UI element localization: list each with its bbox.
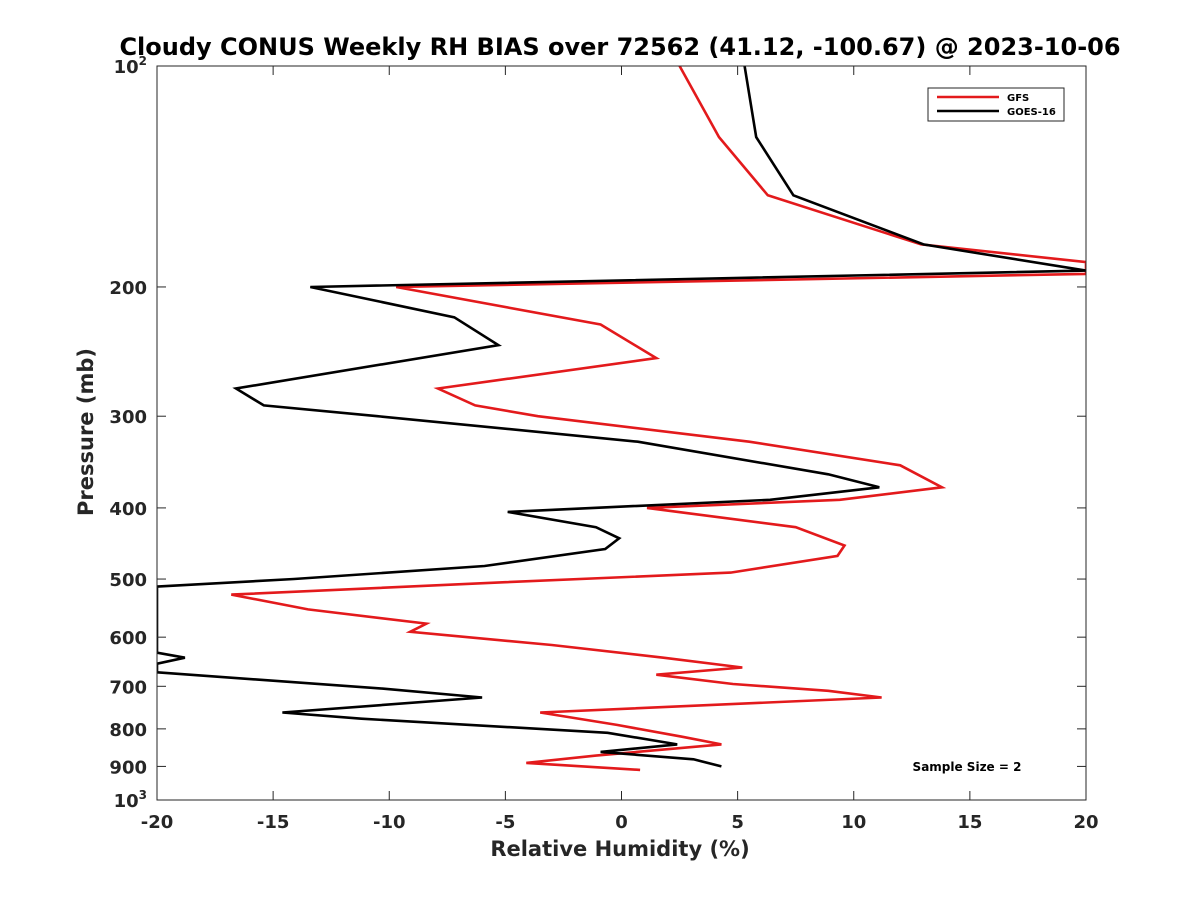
series-layer bbox=[157, 66, 1086, 772]
legend-label-gfs: GFS bbox=[1007, 93, 1029, 104]
x-tick-label: -5 bbox=[495, 812, 515, 833]
y-tick-label: 103 bbox=[114, 788, 147, 812]
series-line-goes-16 bbox=[157, 66, 1086, 768]
y-tick-label: 300 bbox=[109, 407, 147, 428]
x-tick-label: -20 bbox=[141, 812, 174, 833]
x-axis: -20 -15 -10 -5 0 5 10 15 20 bbox=[141, 66, 1099, 833]
x-tick-label: -10 bbox=[373, 812, 406, 833]
x-axis-label: Relative Humidity (%) bbox=[490, 837, 749, 861]
y-axis-label: Pressure (mb) bbox=[74, 348, 98, 516]
y-tick-label: 800 bbox=[109, 720, 147, 741]
x-tick-label: 5 bbox=[731, 812, 744, 833]
series-line-gfs bbox=[231, 66, 1086, 772]
legend-label-goes-16: GOES-16 bbox=[1007, 107, 1056, 118]
y-tick-label: 500 bbox=[109, 570, 147, 591]
y-tick-label: 400 bbox=[109, 499, 147, 520]
sample-size-annotation: Sample Size = 2 bbox=[913, 760, 1022, 774]
chart-title: Cloudy CONUS Weekly RH BIAS over 72562 (… bbox=[119, 33, 1120, 61]
x-tick-label: 15 bbox=[957, 812, 982, 833]
x-tick-label: 10 bbox=[841, 812, 866, 833]
y-tick-label: 700 bbox=[109, 677, 147, 698]
x-tick-label: 0 bbox=[615, 812, 628, 833]
plot-frame bbox=[156, 65, 1087, 801]
y-tick-label: 200 bbox=[109, 278, 147, 299]
legend[interactable]: GFS GOES-16 bbox=[927, 87, 1065, 122]
y-tick-label: 600 bbox=[109, 628, 147, 649]
y-tick-label: 900 bbox=[109, 757, 147, 778]
x-tick-label: 20 bbox=[1073, 812, 1098, 833]
x-tick-label: -15 bbox=[257, 812, 290, 833]
y-tick-label: 102 bbox=[114, 54, 147, 78]
y-axis: 102 200 300 400 500 600 700 800 900 103 bbox=[109, 54, 1086, 812]
legend-box bbox=[927, 87, 1065, 122]
